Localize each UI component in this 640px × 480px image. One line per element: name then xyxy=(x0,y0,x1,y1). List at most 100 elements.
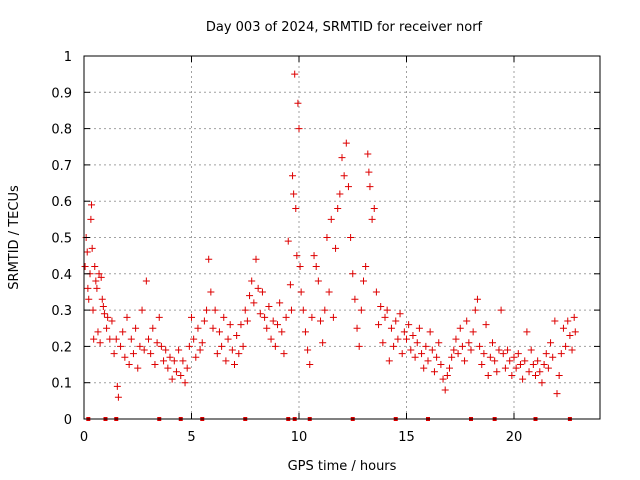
data-point-69 xyxy=(203,306,211,314)
data-point-236 xyxy=(549,353,557,361)
data-point-138 xyxy=(340,172,348,180)
data-point-162 xyxy=(390,342,398,350)
data-point-180 xyxy=(428,346,436,354)
data-point-31 xyxy=(121,353,129,361)
data-point-247 xyxy=(571,328,579,336)
data-point-208 xyxy=(489,339,496,347)
x-tick-label: 20 xyxy=(506,430,523,445)
data-point-123 xyxy=(308,313,316,321)
data-point-63 xyxy=(190,335,198,343)
data-point-57 xyxy=(177,371,185,379)
data-point-237 xyxy=(551,317,559,325)
data-point-217 xyxy=(508,371,516,379)
data-point-143 xyxy=(351,295,359,303)
data-point-94 xyxy=(256,310,264,318)
data-point-0 xyxy=(81,263,89,271)
data-point-133 xyxy=(329,313,337,321)
data-point-160 xyxy=(385,357,393,365)
data-point-132 xyxy=(327,215,335,223)
data-point-153 xyxy=(370,204,378,212)
data-points xyxy=(81,70,579,421)
data-point-161 xyxy=(387,324,395,332)
data-point-62 xyxy=(188,313,195,321)
data-point-202 xyxy=(476,342,484,350)
data-point-66 xyxy=(196,346,204,354)
data-point-25 xyxy=(110,350,118,358)
data-point-200 xyxy=(471,306,479,314)
y-tick-label: 0 xyxy=(64,413,72,428)
data-point-15 xyxy=(95,270,103,278)
data-point-168 xyxy=(403,335,410,343)
data-point-81 xyxy=(228,346,236,354)
data-point-166 xyxy=(398,350,406,358)
data-point-243 xyxy=(564,317,572,325)
data-point-135 xyxy=(334,204,342,212)
data-point-151 xyxy=(366,183,374,191)
data-point-222 xyxy=(519,375,527,383)
data-point-27 xyxy=(113,382,121,390)
data-point-192 xyxy=(454,350,462,358)
data-point-24 xyxy=(108,317,116,325)
data-point-211 xyxy=(495,346,503,354)
data-point-80 xyxy=(226,321,234,329)
data-point-156 xyxy=(377,302,385,310)
chart-title: Day 003 of 2024, SRMTID for receiver nor… xyxy=(206,20,483,35)
data-point-214 xyxy=(501,364,509,372)
data-point-224 xyxy=(523,328,531,336)
data-point-110 xyxy=(289,172,297,180)
data-point-190 xyxy=(450,346,458,354)
data-point-183 xyxy=(435,339,443,347)
data-point-122 xyxy=(306,361,314,369)
data-point-33 xyxy=(125,361,133,369)
data-point-18 xyxy=(98,295,106,303)
data-point-201 xyxy=(473,295,481,303)
data-point-164 xyxy=(394,335,402,343)
data-point-4 xyxy=(85,295,93,303)
data-point-30 xyxy=(119,328,127,336)
data-point-116 xyxy=(295,125,303,133)
data-point-139 xyxy=(342,139,350,147)
data-point-191 xyxy=(452,335,460,343)
data-point-104 xyxy=(278,328,286,336)
data-point-204 xyxy=(480,350,488,358)
data-point-102 xyxy=(274,321,281,329)
y-tick-label: 0.3 xyxy=(51,304,72,319)
data-point-38 xyxy=(136,342,144,350)
data-point-231 xyxy=(538,379,546,387)
data-point-177 xyxy=(422,342,430,350)
data-point-176 xyxy=(420,364,428,372)
data-point-193 xyxy=(456,324,464,332)
data-point-147 xyxy=(360,277,367,285)
data-point-109 xyxy=(287,306,295,314)
y-tick-label: 1 xyxy=(64,50,72,65)
data-point-221 xyxy=(516,361,524,369)
data-point-42 xyxy=(145,335,152,343)
data-point-163 xyxy=(392,317,400,325)
data-point-79 xyxy=(224,335,232,343)
data-point-72 xyxy=(209,324,217,332)
data-point-178 xyxy=(424,357,432,365)
y-tick-label: 0.4 xyxy=(51,268,72,283)
data-point-20 xyxy=(100,310,108,318)
data-point-120 xyxy=(301,328,309,336)
data-point-55 xyxy=(172,368,180,376)
axis-ticks: 00.10.20.30.40.50.60.70.80.910 5 10 15 20 xyxy=(51,50,600,445)
data-point-145 xyxy=(355,342,363,350)
data-point-97 xyxy=(263,324,271,332)
y-tick-label: 0.1 xyxy=(51,377,72,392)
data-point-65 xyxy=(194,324,202,332)
data-point-113 xyxy=(292,204,300,212)
data-point-96 xyxy=(261,313,269,321)
y-tick-label: 0.2 xyxy=(51,340,72,355)
data-point-127 xyxy=(317,317,324,325)
data-point-100 xyxy=(269,317,277,325)
data-point-119 xyxy=(299,306,307,314)
data-point-84 xyxy=(235,350,243,358)
data-point-246 xyxy=(570,313,578,321)
data-point-219 xyxy=(512,364,520,372)
data-point-234 xyxy=(544,364,552,372)
data-point-12 xyxy=(92,277,100,285)
data-point-54 xyxy=(170,357,178,365)
data-point-111 xyxy=(290,190,298,198)
data-point-64 xyxy=(192,353,200,361)
